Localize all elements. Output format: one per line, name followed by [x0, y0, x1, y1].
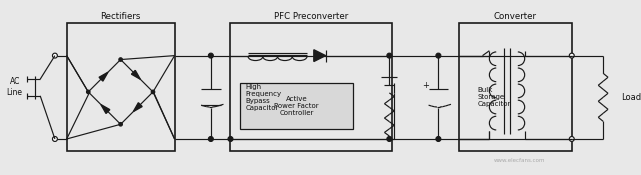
Circle shape [151, 90, 154, 94]
Circle shape [208, 136, 213, 141]
Polygon shape [133, 103, 142, 111]
Circle shape [228, 136, 233, 141]
Circle shape [436, 136, 441, 141]
Circle shape [569, 53, 574, 58]
Text: Load: Load [620, 93, 641, 102]
Circle shape [87, 90, 90, 94]
Circle shape [436, 53, 441, 58]
Text: Rectifiers: Rectifiers [101, 12, 141, 21]
Text: Converter: Converter [494, 12, 537, 21]
Polygon shape [314, 50, 326, 61]
Bar [240, 83, 353, 129]
Circle shape [119, 58, 122, 61]
Circle shape [208, 53, 213, 58]
Circle shape [569, 136, 574, 141]
Polygon shape [101, 105, 110, 113]
Circle shape [387, 136, 392, 141]
Text: Bulk
Storage
Capacitor: Bulk Storage Capacitor [478, 87, 511, 107]
Circle shape [53, 136, 58, 141]
Text: Active
Power Factor
Controller: Active Power Factor Controller [274, 96, 319, 116]
Text: +: + [422, 81, 429, 90]
Text: PFC Preconverter: PFC Preconverter [274, 12, 349, 21]
Bar [231, 23, 392, 151]
Text: www.elecfans.com: www.elecfans.com [494, 158, 545, 163]
Circle shape [53, 53, 58, 58]
Polygon shape [99, 72, 108, 81]
Text: AC
Line: AC Line [6, 77, 22, 97]
Circle shape [119, 122, 122, 126]
Bar [459, 23, 572, 151]
Bar [67, 23, 174, 151]
Polygon shape [131, 70, 140, 79]
Text: High
Frequency
Bypass
Capacitor: High Frequency Bypass Capacitor [245, 84, 281, 111]
Circle shape [387, 53, 392, 58]
